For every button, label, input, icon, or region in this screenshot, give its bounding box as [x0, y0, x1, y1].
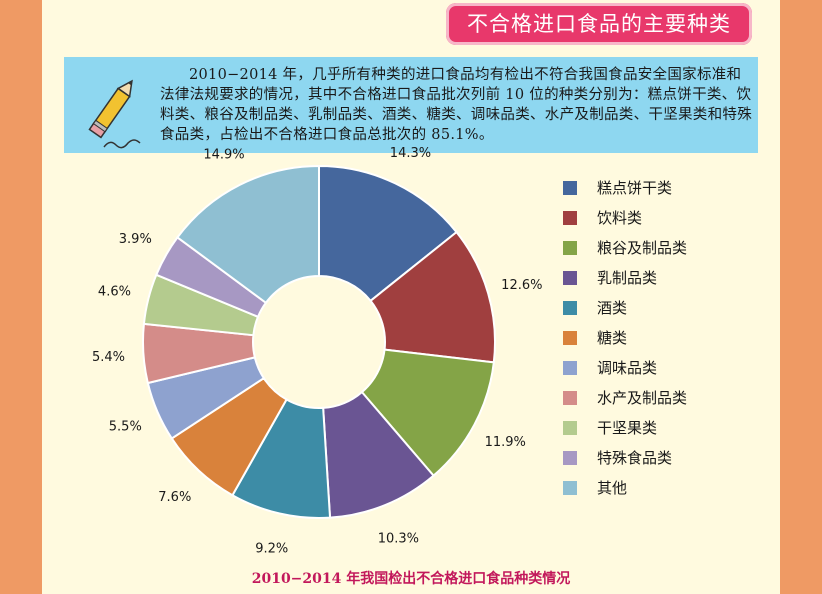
legend-swatch: [563, 181, 577, 195]
legend-label: 水产及制品类: [597, 389, 688, 407]
page-title: 不合格进口食品的主要种类: [446, 3, 752, 45]
slice-data-label: 11.9%: [485, 435, 526, 450]
intro-text: 2010−2014 年，几乎所有种类的进口食品均有检出不符合我国食品安全国家标准…: [160, 67, 752, 143]
slice-data-label: 5.5%: [109, 420, 142, 435]
pie-slice: [369, 230, 496, 364]
legend-label: 特殊食品类: [597, 449, 673, 467]
chart-caption: 2010−2014 年我国检出不合格进口食品种类情况: [251, 571, 571, 587]
legend-swatch: [563, 271, 577, 285]
slice-data-label: 14.9%: [203, 148, 244, 163]
legend-swatch: [563, 391, 577, 405]
legend-swatch: [563, 361, 577, 375]
legend-swatch: [563, 241, 577, 255]
slice-data-label: 7.6%: [158, 490, 191, 505]
pencil-icon: [88, 79, 141, 149]
slice-data-label: 12.6%: [501, 278, 542, 293]
legend-swatch: [563, 481, 577, 495]
legend-label: 干坚果类: [597, 419, 658, 437]
legend-label: 糕点饼干类: [597, 179, 673, 197]
legend-label: 糖类: [597, 329, 628, 347]
slice-data-label: 3.9%: [119, 232, 152, 247]
legend-label: 饮料类: [597, 209, 643, 227]
legend-swatch: [563, 331, 577, 345]
pie-slice: [318, 164, 458, 303]
legend-swatch: [563, 451, 577, 465]
legend-label: 调味品类: [597, 359, 658, 377]
legend-label: 粮谷及制品类: [597, 239, 688, 257]
slice-data-label: 9.2%: [255, 542, 288, 557]
slice-data-label: 5.4%: [92, 350, 125, 365]
pie-slice: [176, 164, 320, 305]
legend-label: 乳制品类: [597, 269, 658, 287]
legend-label: 酒类: [597, 299, 628, 317]
legend-label: 其他: [597, 479, 628, 497]
slice-data-label: 4.6%: [98, 284, 131, 299]
intro-box: 2010−2014 年，几乎所有种类的进口食品均有检出不符合我国食品安全国家标准…: [64, 57, 758, 153]
legend-swatch: [563, 211, 577, 225]
slice-data-label: 10.3%: [378, 532, 419, 547]
legend-swatch: [563, 421, 577, 435]
legend-swatch: [563, 301, 577, 315]
slice-data-label: 14.3%: [390, 146, 431, 161]
